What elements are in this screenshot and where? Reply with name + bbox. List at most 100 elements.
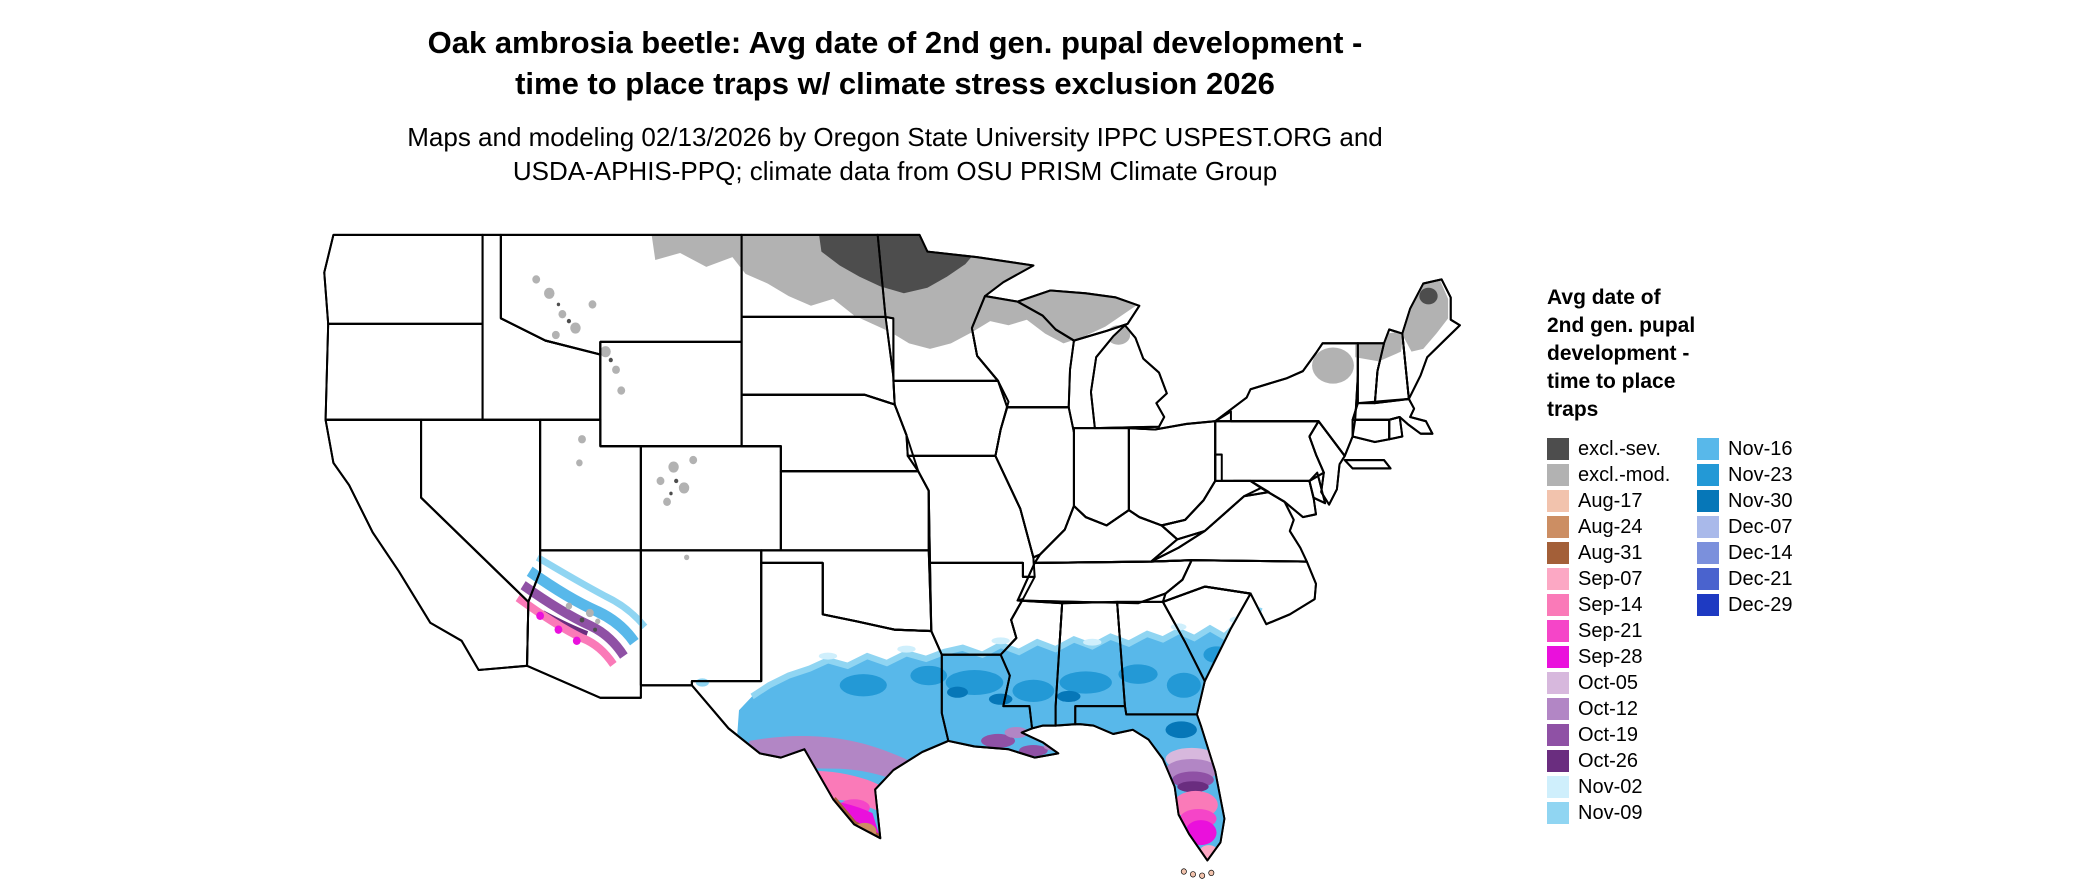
subtitle-line-1: Maps and modeling 02/13/2026 by Oregon S… (407, 122, 1383, 152)
legend-item: Dec-14 (1697, 540, 1792, 566)
legend-label: Dec-14 (1728, 541, 1793, 564)
legend-columns: excl.-sev. excl.-mod. Aug-17 Aug-24 Aug-… (1547, 436, 1967, 826)
region-sep28-florida (1185, 820, 1217, 846)
legend-label: Nov-23 (1728, 463, 1793, 486)
region-nov30-patches (947, 686, 1197, 739)
legend-item: Sep-14 (1547, 592, 1697, 618)
subtitle: Maps and modeling 02/13/2026 by Oregon S… (0, 120, 1790, 188)
legend-label: Sep-28 (1578, 645, 1643, 668)
legend-label: Oct-26 (1578, 749, 1639, 772)
legend-item: Aug-17 (1547, 488, 1697, 514)
legend-item: Nov-30 (1697, 488, 1792, 514)
state-oregon (324, 322, 484, 421)
mountain-speckles-moderate (532, 275, 698, 561)
region-oct26-florida (1177, 781, 1209, 793)
map-legend: Avg date of 2nd gen. pupal development -… (1547, 284, 1967, 826)
legend-swatch (1697, 594, 1719, 616)
region-oct12-texas (746, 735, 929, 791)
legend-item: Aug-31 (1547, 540, 1697, 566)
legend-item: Sep-21 (1547, 618, 1697, 644)
legend-swatch (1697, 464, 1719, 486)
legend-title-line: development - (1547, 342, 1690, 365)
state-washington (323, 233, 484, 325)
legend-label: Nov-30 (1728, 489, 1793, 512)
region-nov09-new-mexico-bootheel (695, 678, 709, 687)
us-map-svg (323, 233, 1461, 879)
legend-swatch (1697, 490, 1719, 512)
legend-item: excl.-mod. (1547, 462, 1697, 488)
subtitle-line-2: USDA-APHIS-PPQ; climate data from OSU PR… (512, 156, 1278, 186)
legend-swatch (1697, 568, 1719, 590)
legend-swatch (1547, 620, 1569, 642)
legend-label: excl.-mod. (1578, 463, 1671, 486)
legend-title-line: 2nd gen. pupal (1547, 314, 1696, 337)
legend-label: Dec-07 (1728, 515, 1793, 538)
state-south-dakota (740, 315, 896, 406)
legend-label: Dec-29 (1728, 593, 1793, 616)
legend-item: Oct-05 (1547, 670, 1697, 696)
legend-swatch (1547, 802, 1569, 824)
state-indiana (1072, 427, 1130, 527)
state-iowa (892, 379, 1010, 457)
legend-title: Avg date of 2nd gen. pupal development -… (1547, 284, 1967, 424)
legend-column-2: Nov-16 Nov-23 Nov-30 Dec-07 Dec-14 Dec-2… (1697, 436, 1792, 618)
legend-column-1: excl.-sev. excl.-mod. Aug-17 Aug-24 Aug-… (1547, 436, 1697, 826)
legend-item: Aug-24 (1547, 514, 1697, 540)
legend-swatch (1547, 464, 1569, 486)
legend-item: Sep-28 (1547, 644, 1697, 670)
legend-item: Nov-23 (1697, 462, 1792, 488)
header: Oak ambrosia beetle: Avg date of 2nd gen… (0, 22, 1790, 188)
legend-swatch (1547, 672, 1569, 694)
legend-swatch (1547, 438, 1569, 460)
legend-title-line: Avg date of (1547, 286, 1661, 309)
legend-label: Sep-07 (1578, 567, 1643, 590)
region-excl-severe-speckles-arizona (579, 617, 598, 632)
mountain-speckles-severe (556, 302, 679, 496)
region-excl-speckles-arizona (565, 602, 601, 625)
page-title-line-1: Oak ambrosia beetle: Avg date of 2nd gen… (427, 25, 1363, 60)
region-excl-moderate-adirondacks (1312, 347, 1354, 384)
legend-label: Aug-31 (1578, 541, 1643, 564)
legend-swatch (1547, 568, 1569, 590)
region-nov16-arizona (526, 566, 639, 646)
legend-label: Nov-16 (1728, 437, 1793, 460)
legend-swatch (1547, 698, 1569, 720)
legend-swatch (1547, 750, 1569, 772)
legend-label: Nov-09 (1578, 801, 1643, 824)
legend-label: Oct-05 (1578, 671, 1639, 694)
legend-item: Nov-02 (1547, 774, 1697, 800)
state-colorado (639, 445, 782, 552)
region-sep28-arizona-spots (536, 611, 581, 645)
legend-item: Dec-21 (1697, 566, 1792, 592)
region-sep14-arizona (515, 594, 617, 667)
legend-item: excl.-sev. (1547, 436, 1697, 462)
legend-title-line: time to place (1547, 370, 1676, 393)
us-map (268, 196, 1524, 891)
legend-item: Oct-26 (1547, 748, 1697, 774)
legend-swatch (1547, 646, 1569, 668)
region-excl-severe-maine (1419, 287, 1438, 305)
florida-keys-dots (1180, 868, 1215, 879)
legend-swatch (1547, 776, 1569, 798)
state-new-mexico (639, 549, 763, 687)
legend-swatch (1697, 542, 1719, 564)
legend-item: Nov-09 (1547, 800, 1697, 826)
legend-label: Dec-21 (1728, 567, 1793, 590)
region-nov23-patches (839, 646, 1230, 702)
legend-swatch (1697, 516, 1719, 538)
legend-swatch (1547, 594, 1569, 616)
legend-swatch (1547, 490, 1569, 512)
legend-label: Aug-17 (1578, 489, 1643, 512)
legend-swatch (1697, 438, 1719, 460)
state-borders (323, 233, 1461, 862)
legend-swatch (1547, 724, 1569, 746)
region-oct19-arizona (520, 581, 628, 659)
region-nov09-arizona (535, 554, 648, 630)
state-kansas (779, 470, 930, 552)
legend-label: excl.-sev. (1578, 437, 1661, 460)
legend-item: Nov-16 (1697, 436, 1792, 462)
legend-item: Sep-07 (1547, 566, 1697, 592)
legend-label: Nov-02 (1578, 775, 1643, 798)
legend-title-line: traps (1547, 398, 1599, 421)
